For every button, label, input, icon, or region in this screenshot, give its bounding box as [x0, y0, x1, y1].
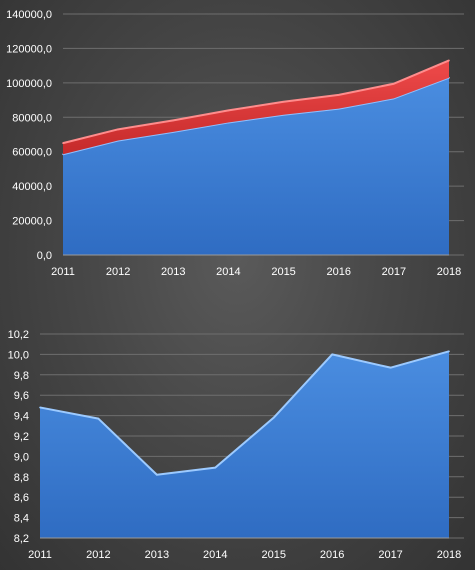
data-point — [389, 366, 392, 369]
y-tick-label: 0,0 — [37, 250, 52, 262]
y-tick-label: 40000,0 — [12, 181, 52, 193]
y-tick-label: 140000,0 — [6, 9, 52, 21]
data-point — [337, 94, 340, 96]
data-point — [448, 59, 450, 62]
x-tick-label: 2011 — [51, 266, 75, 278]
data-point — [39, 406, 41, 409]
area-series-2 — [63, 60, 449, 155]
data-point — [117, 128, 119, 131]
y-tick-label: 10,0 — [8, 349, 29, 361]
data-point — [272, 416, 275, 419]
y-tick-label: 9,0 — [14, 451, 29, 463]
y-tick-label: 8,2 — [14, 533, 29, 545]
x-tick-label: 2013 — [145, 549, 169, 561]
area-edge-series-1 — [39, 350, 450, 476]
x-tick-label: 2012 — [86, 549, 110, 561]
data-point — [393, 82, 395, 85]
x-tick-label: 2015 — [271, 266, 295, 278]
x-tick-label: 2016 — [326, 266, 350, 278]
area-series-1 — [63, 77, 449, 255]
y-tick-label: 9,6 — [14, 390, 29, 402]
x-tick-label: 2016 — [320, 549, 344, 561]
x-tick-label: 2011 — [28, 549, 52, 561]
x-tick-label: 2018 — [437, 266, 461, 278]
x-tick-label: 2014 — [203, 549, 227, 561]
x-tick-label: 2013 — [161, 266, 185, 278]
x-tick-label: 2017 — [382, 266, 406, 278]
area-series-1 — [40, 351, 449, 538]
y-tick-label: 8,4 — [14, 513, 29, 525]
data-point — [97, 417, 100, 420]
x-tick-label: 2012 — [106, 266, 130, 278]
top-stacked-area-chart: 0,0 20000,0 40000,0 60000,0 80000,0 100000,0 1… — [6, 9, 464, 278]
y-tick-label: 9,8 — [14, 370, 29, 382]
area-edge-series-2 — [62, 59, 450, 145]
x-tick-label: 2018 — [437, 549, 461, 561]
data-point — [227, 109, 230, 112]
data-point — [172, 119, 175, 122]
y-tick-label: 8,6 — [14, 492, 29, 504]
y-tick-label: 60000,0 — [12, 147, 52, 159]
data-point — [448, 350, 450, 353]
x-tick-label: 2014 — [216, 266, 240, 278]
y-tick-label: 100000,0 — [6, 78, 52, 90]
y-tick-label: 9,2 — [14, 431, 29, 443]
data-point — [156, 473, 158, 476]
y-tick-label: 80000,0 — [12, 112, 52, 124]
y-tick-label: 10,2 — [8, 329, 29, 341]
data-point — [331, 353, 333, 356]
y-tick-label: 9,4 — [14, 411, 29, 423]
x-tick-label: 2015 — [261, 549, 285, 561]
y-tick-label: 120000,0 — [6, 43, 52, 55]
data-point — [282, 100, 285, 103]
data-point — [214, 466, 217, 469]
x-tick-label: 2017 — [378, 549, 402, 561]
y-tick-label: 8,8 — [14, 472, 29, 484]
data-point — [62, 142, 64, 144]
y-tick-label: 20000,0 — [12, 216, 52, 228]
bottom-area-chart: 8,2 8,4 8,6 8,8 9,0 9,2 9,4 9,6 9,8 10,0 10,2 2011 2… — [8, 329, 464, 561]
